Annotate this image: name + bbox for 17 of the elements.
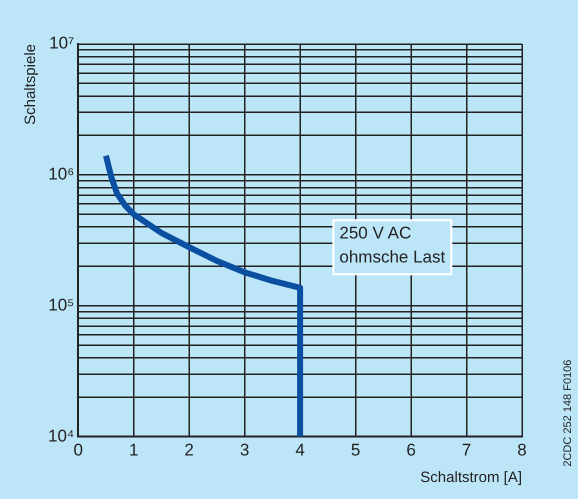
x-tick-label: 4: [295, 440, 305, 460]
y-tick-label: 10⁴: [48, 426, 74, 446]
x-tick-label: 3: [240, 440, 250, 460]
x-tick-label: 0: [73, 440, 83, 460]
x-tick-label: 6: [406, 440, 416, 460]
x-tick-label: 8: [517, 440, 527, 460]
text: 2CDC 252 148 F0106: [562, 360, 574, 467]
x-tick-label: 5: [350, 440, 360, 460]
y-axis-title: Schaltspiele: [22, 44, 40, 125]
annotation: 250 V AC ohmsche Last: [339, 223, 446, 266]
y-tick-label: 10⁶: [48, 164, 74, 184]
y-tick-label: 10⁵: [48, 295, 74, 314]
y-tick-label: 10⁷: [49, 34, 74, 53]
x-tick-label: 7: [462, 440, 472, 460]
x-tick-label: 2: [184, 440, 194, 460]
x-axis-title: Schaltstrom [A]: [420, 469, 522, 486]
x-tick-label: 1: [128, 440, 138, 460]
